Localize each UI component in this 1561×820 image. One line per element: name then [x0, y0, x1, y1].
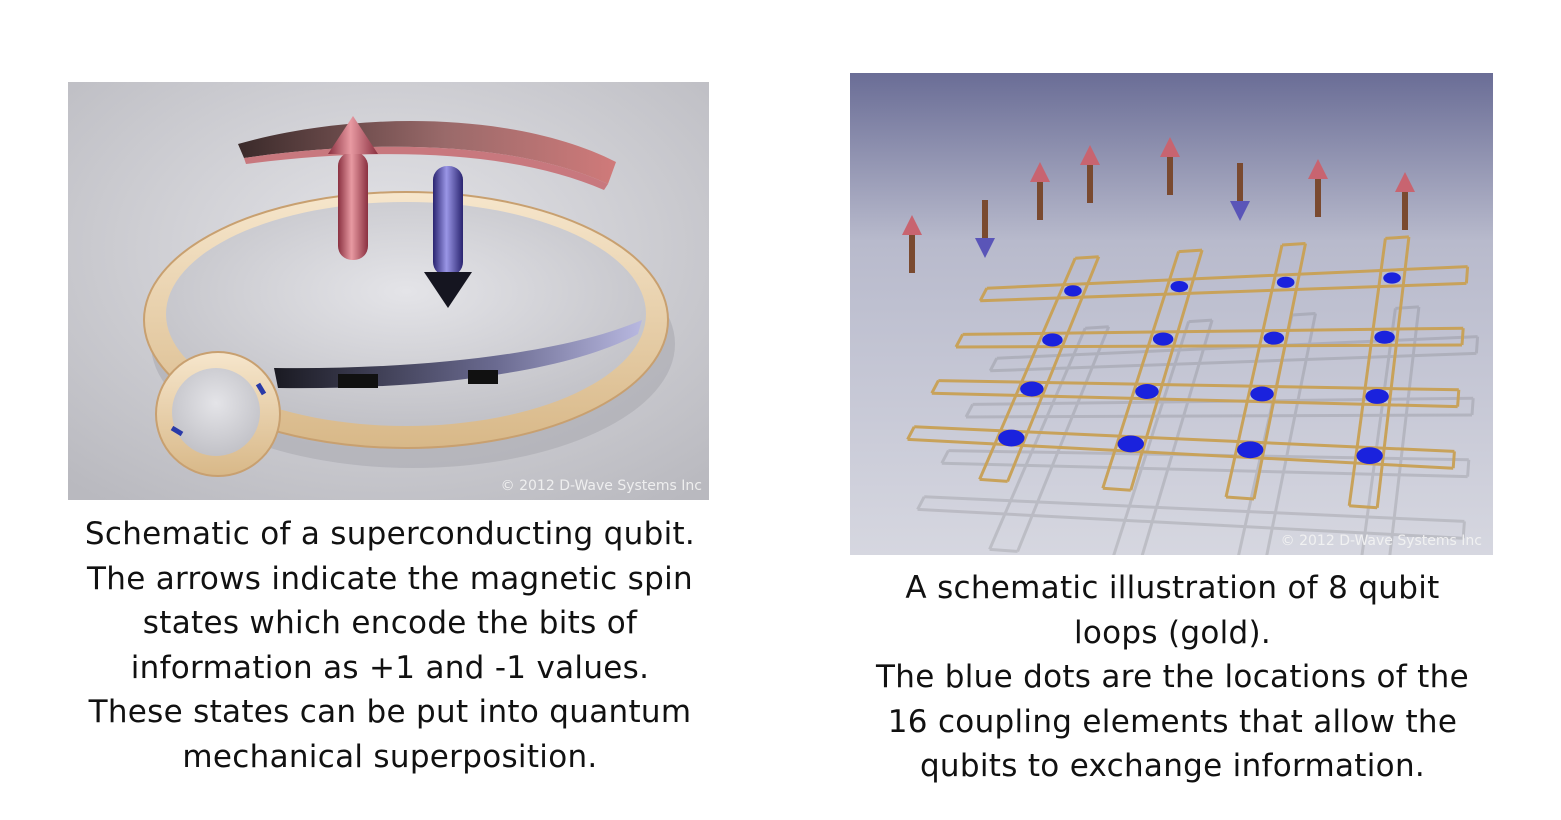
coupler-dot	[1264, 332, 1285, 345]
right-copyright: © 2012 D-Wave Systems Inc	[1281, 533, 1482, 549]
caption-line: qubits to exchange information.	[820, 744, 1525, 789]
coupler-dot	[1250, 386, 1273, 401]
horizontal-qubit-loop	[1466, 267, 1467, 284]
vertical-qubit-loop	[1349, 506, 1377, 508]
horizontal-qubit-loop	[966, 415, 1472, 417]
qubit-loops-image: © 2012 D-Wave Systems Inc	[850, 73, 1493, 555]
coupler-dot	[1171, 281, 1189, 292]
coupler-dot	[1042, 333, 1063, 346]
coupler-dot	[1365, 389, 1388, 404]
vertical-qubit-loop	[1179, 250, 1203, 252]
vertical-qubit-loop	[1395, 307, 1419, 309]
horizontal-qubit-loop	[1453, 451, 1454, 468]
caption-line: These states can be put into quantum	[40, 690, 740, 735]
caption-line: mechanical superposition.	[40, 735, 740, 780]
bar-segment	[468, 370, 498, 384]
coupler-dot	[1135, 384, 1158, 399]
vertical-qubit-loop	[980, 479, 1008, 481]
horizontal-qubit-loop	[1462, 328, 1463, 345]
coupler-dot	[1356, 447, 1382, 464]
vertical-qubit-loop	[1385, 237, 1409, 239]
coupler-dot	[1383, 272, 1401, 283]
coupler-dot	[1020, 382, 1043, 397]
caption-line: states which encode the bits of	[40, 601, 740, 646]
vertical-qubit-loop	[1189, 320, 1213, 322]
coupler-dot	[998, 430, 1024, 447]
horizontal-qubit-loop	[956, 345, 1462, 347]
coupler-dot	[1374, 331, 1395, 344]
up-spin-arrow-shaft	[338, 152, 368, 260]
coupler-dot	[1064, 285, 1082, 296]
caption-line: 16 coupling elements that allow the	[820, 700, 1525, 745]
vertical-qubit-loop	[1226, 497, 1254, 499]
horizontal-qubit-loop	[1458, 390, 1459, 407]
caption-line: information as +1 and -1 values.	[40, 646, 740, 691]
caption-line: The blue dots are the locations of the	[820, 655, 1525, 700]
vertical-qubit-loop	[990, 549, 1018, 551]
coupler-dot	[1118, 436, 1144, 453]
vertical-qubit-loop	[1103, 488, 1131, 490]
vertical-qubit-loop	[1282, 244, 1306, 246]
horizontal-qubit-loop	[1468, 460, 1469, 477]
bar-segment	[338, 374, 378, 388]
left-caption: Schematic of a superconducting qubit. The…	[40, 512, 740, 779]
horizontal-qubit-loop	[1476, 337, 1477, 354]
coupler-dot	[1237, 441, 1263, 458]
vertical-qubit-loop	[1292, 314, 1316, 316]
caption-line: loops (gold).	[820, 611, 1525, 656]
qubit-schematic-image: © 2012 D-Wave Systems Inc	[68, 82, 709, 500]
vertical-qubit-loop	[1075, 257, 1099, 259]
coupler-dot	[1153, 333, 1174, 346]
caption-line: The arrows indicate the magnetic spin	[40, 557, 740, 602]
junction-loop-hole	[172, 368, 260, 456]
vertical-qubit-loop	[1085, 327, 1109, 329]
caption-line: A schematic illustration of 8 qubit	[820, 566, 1525, 611]
horizontal-qubit-loop	[1472, 398, 1473, 415]
down-spin-arrow-shaft	[433, 166, 463, 276]
coupler-dot	[1277, 277, 1295, 288]
left-copyright: © 2012 D-Wave Systems Inc	[501, 478, 702, 494]
caption-line: Schematic of a superconducting qubit.	[40, 512, 740, 557]
right-caption: A schematic illustration of 8 qubit loops…	[820, 566, 1525, 789]
